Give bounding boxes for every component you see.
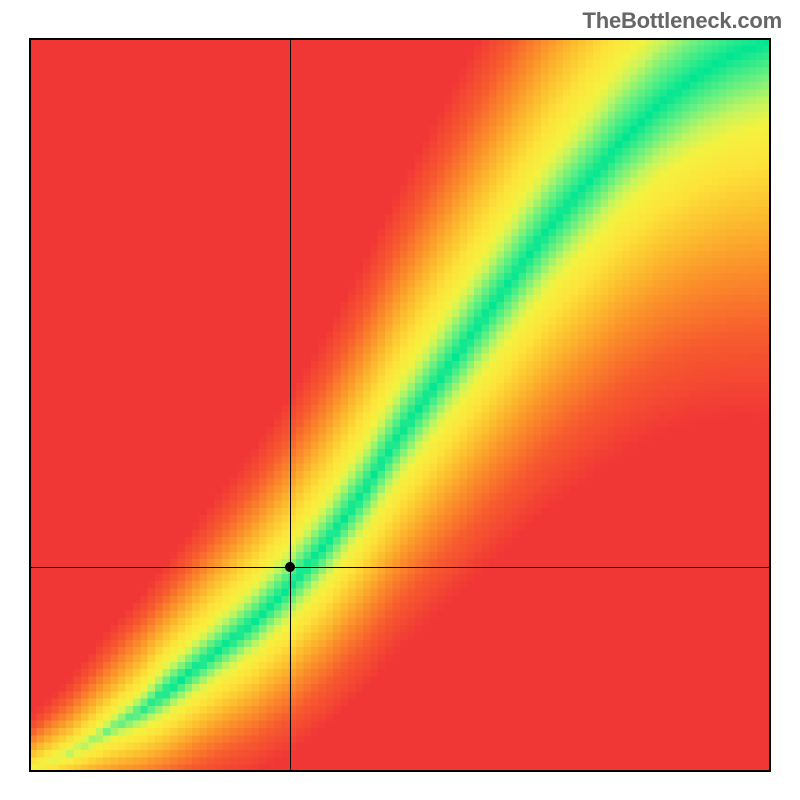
heatmap-canvas [29,38,771,772]
heatmap-plot [29,38,771,772]
chart-container: TheBottleneck.com [0,0,800,800]
watermark-text: TheBottleneck.com [582,8,782,34]
